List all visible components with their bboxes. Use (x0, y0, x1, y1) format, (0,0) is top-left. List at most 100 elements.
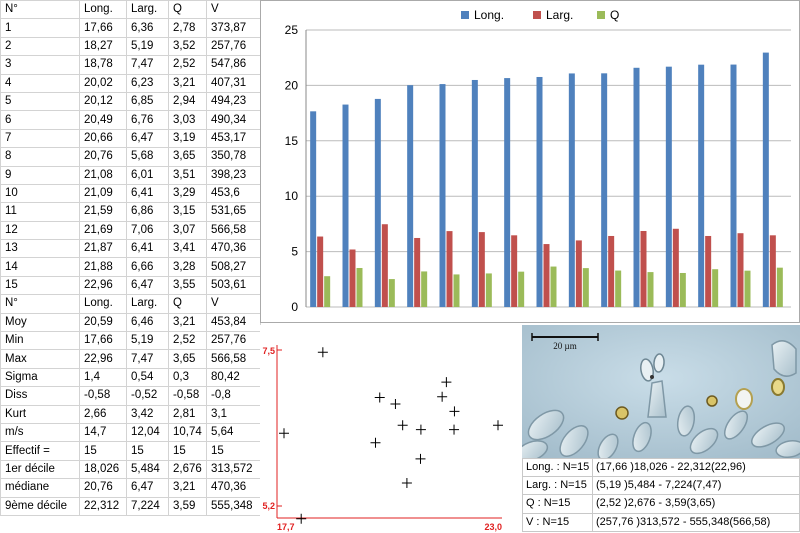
table-cell: 566,58 (206, 220, 261, 241)
legend-swatch (461, 11, 469, 19)
data-table: N° Long. Larg. Q V 1 17,66 6,36 2,78 373,87 2 18,27… (0, 0, 261, 516)
table-cell: Q (168, 0, 207, 20)
legend-swatch (597, 11, 605, 19)
row-label: N° (0, 0, 80, 20)
bar-q (582, 268, 589, 307)
table-cell: 555,348 (206, 496, 261, 516)
table-cell: 6,85 (126, 91, 169, 112)
table-cell: 407,31 (206, 73, 261, 93)
table-cell: 10,74 (168, 422, 207, 443)
bar-q (356, 267, 363, 307)
summary-row: V : N=15 (257,76 )313,572 - 555,348(566,5… (522, 512, 800, 532)
table-cell: 3,41 (168, 239, 207, 259)
table-cell: 22,96 (79, 275, 127, 296)
summary-label: Long. : N=15 (522, 457, 593, 478)
scatter-point (441, 377, 452, 388)
table-cell: 503,61 (206, 275, 261, 296)
table-cell: -0,58 (168, 386, 207, 406)
row-label: 3 (0, 55, 80, 75)
scatter-point (279, 428, 289, 439)
row-label: 8 (0, 147, 80, 167)
table-cell: 21,59 (79, 202, 127, 222)
table-cell: -0,58 (79, 386, 127, 406)
table-cell: 20,49 (79, 110, 127, 130)
bar-q (550, 266, 557, 307)
bar-long (601, 73, 608, 307)
table-cell: 18,026 (79, 459, 127, 480)
table-cell: V (206, 294, 261, 314)
table-cell: 470,36 (206, 478, 261, 498)
row-label: 9ème décile (0, 496, 80, 516)
scatter-point (449, 424, 460, 435)
table-cell: 5,19 (126, 331, 169, 351)
summary-label: Q : N=15 (522, 494, 593, 514)
table-cell: 3,21 (168, 73, 207, 93)
table-cell: Larg. (126, 294, 169, 314)
measurement-summary: Long. : N=15 (17,66 )18,026 - 22,312(22,9… (522, 457, 800, 532)
table-row: 11 21,59 6,86 3,15 531,65 (0, 202, 261, 222)
bar-q (615, 270, 622, 307)
table-cell: 5,19 (126, 36, 169, 57)
scatter-point (317, 347, 328, 358)
table-cell: -0,8 (206, 386, 261, 406)
table-cell: 6,23 (126, 73, 169, 93)
table-cell: 2,94 (168, 91, 207, 112)
stats-row: médiane 20,76 6,47 3,21 470,36 (0, 478, 261, 498)
y-tick-label: 25 (285, 23, 299, 37)
bar-long (698, 64, 705, 308)
bar-q (485, 273, 492, 307)
row-label: 12 (0, 220, 80, 241)
row-label: médiane (0, 478, 80, 498)
scatter-point (397, 420, 408, 431)
table-cell: 18,78 (79, 55, 127, 75)
table-cell: 3,19 (168, 128, 207, 149)
table-cell: 14,7 (79, 422, 127, 443)
stats-row: 9ème décile 22,312 7,224 3,59 555,348 (0, 496, 261, 516)
table-cell: 3,65 (168, 147, 207, 167)
row-label: 7 (0, 128, 80, 149)
bar-larg (511, 235, 518, 307)
bar-larg (446, 231, 453, 307)
bar-long (633, 67, 640, 307)
table-cell: 21,09 (79, 183, 127, 204)
table-cell: 3,03 (168, 110, 207, 130)
row-label: Diss (0, 386, 80, 406)
table-cell: 6,47 (126, 128, 169, 149)
bar-larg (608, 235, 615, 307)
table-row: 9 21,08 6,01 3,51 398,23 (0, 165, 261, 185)
row-label: m/s (0, 422, 80, 443)
bar-q (453, 274, 460, 307)
table-cell: 453,6 (206, 183, 261, 204)
table-cell: 6,86 (126, 202, 169, 222)
table-cell: 6,76 (126, 110, 169, 130)
table-cell: 20,12 (79, 91, 127, 112)
table-cell: 3,21 (168, 312, 207, 333)
table-cell: 21,87 (79, 239, 127, 259)
table-cell: 3,07 (168, 220, 207, 241)
table-cell: 17,66 (79, 18, 127, 38)
table-cell: 20,76 (79, 478, 127, 498)
table-row: 13 21,87 6,41 3,41 470,36 (0, 239, 261, 259)
row-label: 5 (0, 91, 80, 112)
table-cell: 2,66 (79, 404, 127, 424)
table-cell: 0,54 (126, 367, 169, 388)
table-cell: 15 (79, 441, 127, 461)
table-cell: 6,01 (126, 165, 169, 185)
table-cell: 3,59 (168, 496, 207, 516)
table-cell: 21,08 (79, 165, 127, 185)
row-label: 13 (0, 239, 80, 259)
row-label: Sigma (0, 367, 80, 388)
table-row: 8 20,76 5,68 3,65 350,78 (0, 147, 261, 167)
table-cell: 5,68 (126, 147, 169, 167)
bar-q (744, 270, 751, 307)
summary-row: Larg. : N=15 (5,19 )5,484 - 7,224(7,47) (522, 476, 800, 496)
row-label: Min (0, 331, 80, 351)
row-label: 15 (0, 275, 80, 296)
table-cell: -0,52 (126, 386, 169, 406)
bar-long (374, 98, 381, 307)
bar-long (310, 111, 317, 307)
legend-label: Long. (474, 8, 504, 22)
bar-long (665, 66, 672, 307)
bar-chart: 0 5 10 15 20 25 Long. Larg. Q (260, 0, 800, 323)
bar-q (679, 272, 686, 307)
